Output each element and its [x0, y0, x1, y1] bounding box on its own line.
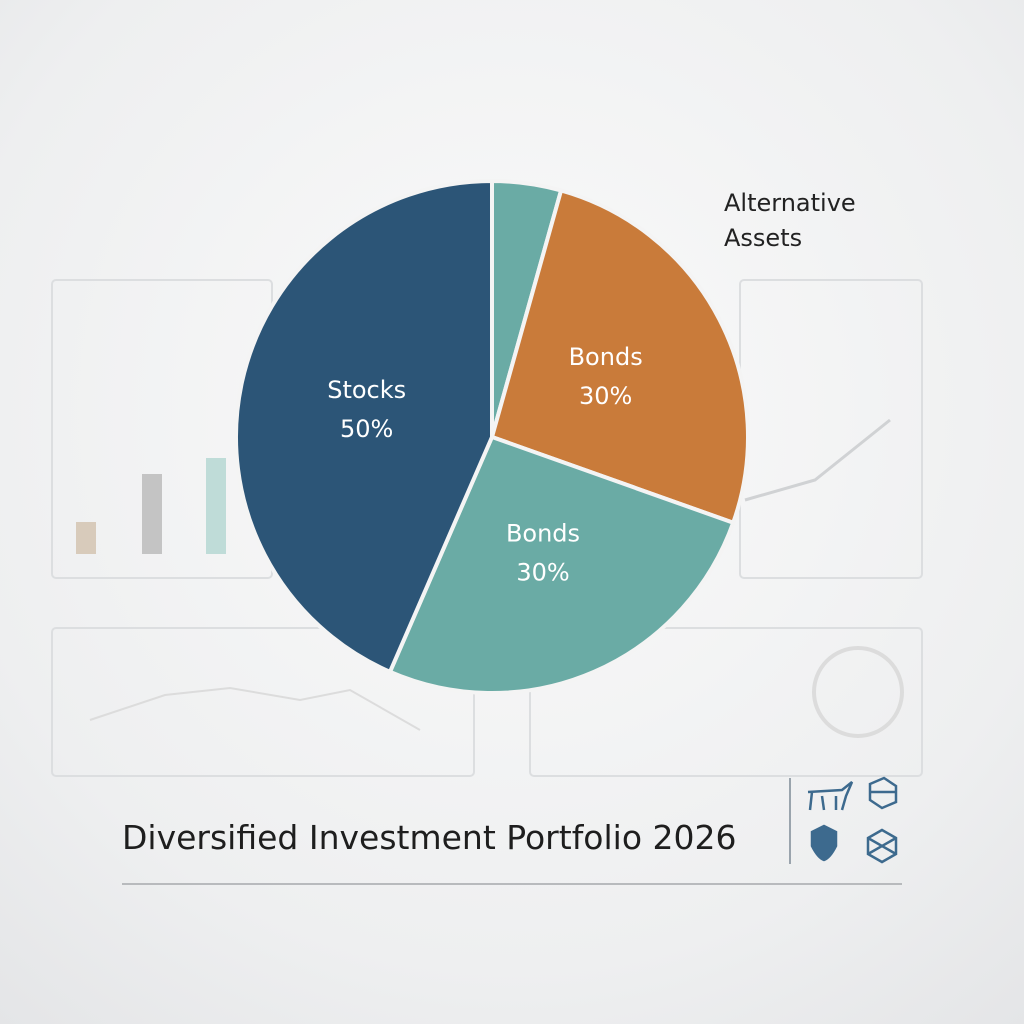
bg-bar: [142, 474, 162, 554]
chart-title: Diversified Investment Portfolio 2026: [122, 818, 737, 857]
slice-label: Alternative Assets: [724, 189, 856, 252]
background-dashboard: [51, 279, 923, 777]
hex-icon: [866, 828, 898, 864]
bg-bar: [76, 522, 96, 554]
slice-value-label: 30%: [579, 382, 632, 410]
slice-label: Bonds: [569, 343, 643, 371]
bg-panel: [51, 627, 475, 777]
bg-bar: [206, 458, 226, 554]
shield-icon: [810, 824, 838, 862]
bg-panel: [739, 279, 923, 579]
slice-value-label: 30%: [516, 558, 569, 586]
bg-line: [89, 686, 421, 731]
slice-label: Stocks: [327, 376, 406, 404]
slice-value-label: 50%: [340, 415, 393, 443]
icons: [807, 776, 898, 864]
bg-line: [744, 418, 891, 502]
bull-icon: [807, 781, 854, 811]
pie-slice: [489, 188, 750, 526]
slice-label: Bonds: [506, 519, 580, 547]
pie-slice: [387, 434, 736, 695]
bg-ring: [812, 646, 904, 738]
cube-icon: [868, 776, 898, 810]
pie-slice: [234, 178, 494, 675]
bg-panel: [529, 627, 923, 777]
